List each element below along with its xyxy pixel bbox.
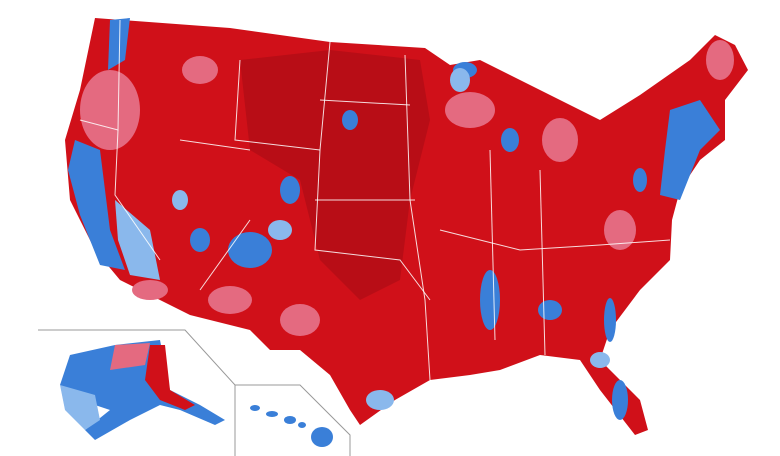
light-blue-counties	[115, 68, 610, 410]
state-borders	[79, 19, 671, 381]
dark-red-region	[240, 50, 430, 300]
alaska-light-blue	[60, 385, 100, 430]
hawaii	[250, 405, 333, 447]
blue-counties	[68, 18, 720, 420]
alaska-pink	[110, 343, 150, 370]
inset-divider	[38, 329, 351, 456]
light-red-counties	[80, 40, 734, 336]
alaska	[60, 340, 225, 440]
alaska-red	[145, 345, 195, 410]
